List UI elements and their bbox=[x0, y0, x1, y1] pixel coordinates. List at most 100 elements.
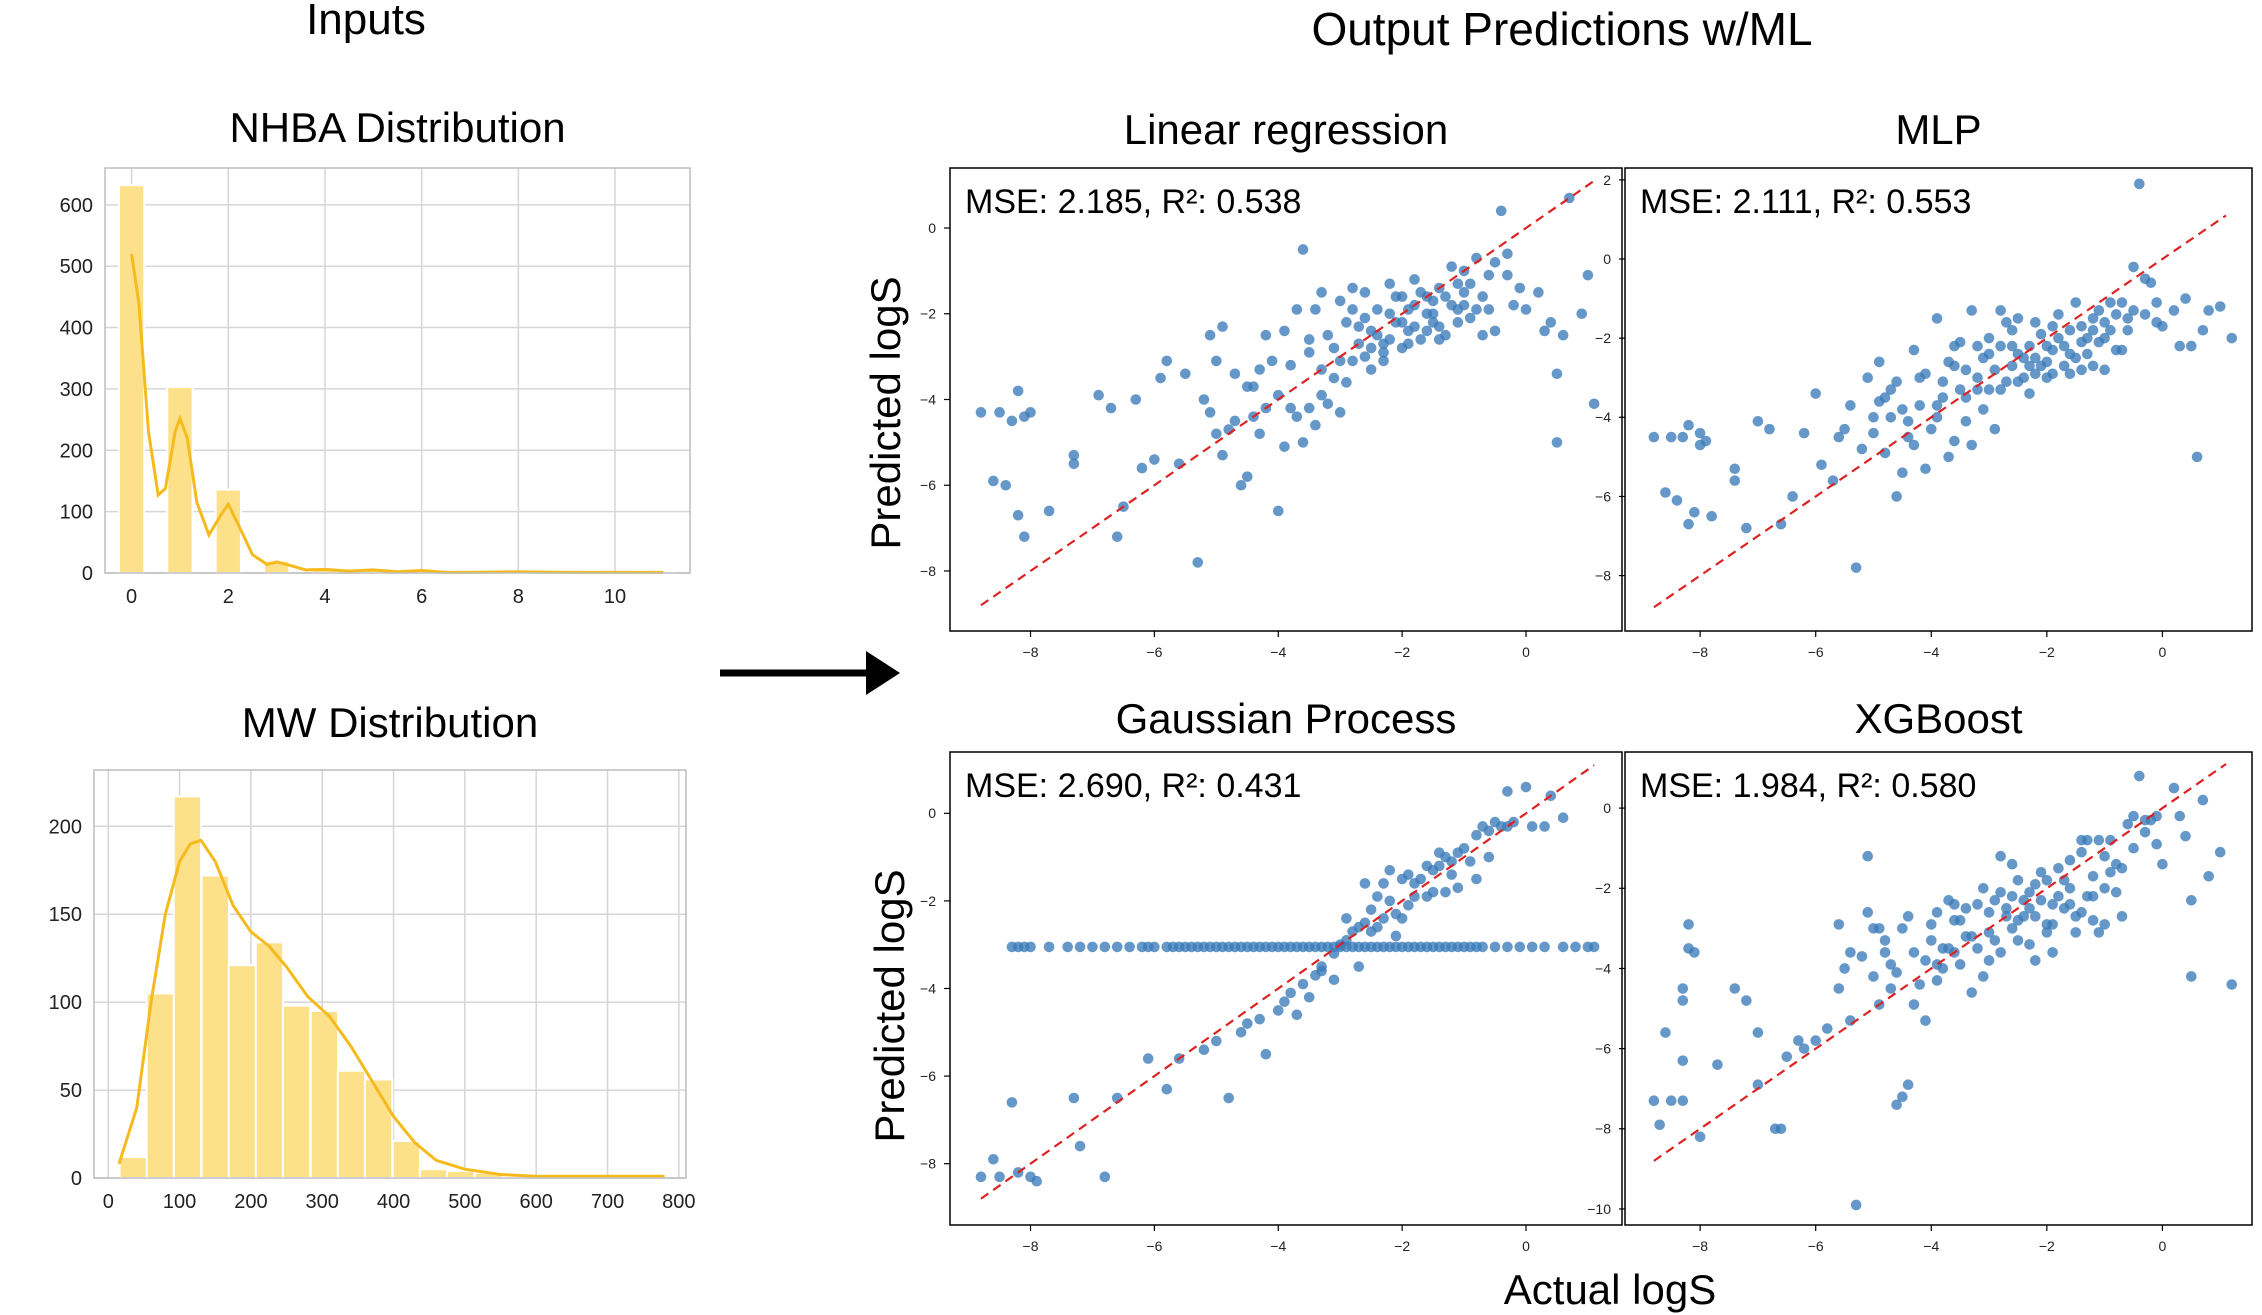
point bbox=[1149, 454, 1160, 465]
point bbox=[1341, 377, 1352, 388]
tick-label-y: −8 bbox=[920, 563, 936, 579]
point bbox=[1365, 325, 1377, 337]
point bbox=[1161, 355, 1173, 367]
tick-label-y: 0 bbox=[928, 805, 936, 821]
point bbox=[1006, 1097, 1018, 1108]
point bbox=[1068, 1092, 1080, 1104]
point bbox=[1365, 342, 1377, 354]
x-tick-labels: 0 2 4 6 8 10 bbox=[126, 586, 626, 608]
tick-label-x: −8 bbox=[1023, 644, 1039, 660]
point bbox=[1995, 947, 2006, 958]
point bbox=[1729, 463, 1741, 475]
tick-label-y: 500 bbox=[60, 256, 93, 278]
tick-label-x: 500 bbox=[448, 1191, 481, 1213]
tick-label-x: 2 bbox=[223, 586, 234, 608]
point bbox=[994, 1171, 1005, 1183]
point bbox=[1508, 299, 1519, 311]
point bbox=[2024, 388, 2035, 399]
point bbox=[1752, 1079, 1764, 1091]
tick-label-x: −4 bbox=[1923, 1238, 1939, 1254]
point bbox=[1415, 334, 1427, 345]
point bbox=[1741, 995, 1752, 1006]
point bbox=[1471, 873, 1482, 885]
point bbox=[1694, 1131, 1706, 1143]
point bbox=[1068, 458, 1080, 470]
point bbox=[1378, 347, 1389, 358]
point bbox=[1551, 437, 1563, 448]
point bbox=[1403, 325, 1414, 337]
point bbox=[2128, 810, 2139, 822]
point-flat bbox=[1514, 941, 1526, 953]
point bbox=[2053, 862, 2064, 874]
point-flat bbox=[1557, 941, 1569, 953]
point bbox=[2110, 309, 2122, 320]
chart-title: NHBA Distribution bbox=[229, 104, 565, 151]
point bbox=[1741, 522, 1752, 534]
tick-label-y: 0 bbox=[1603, 251, 1611, 267]
point bbox=[1660, 487, 1671, 498]
point bbox=[1446, 261, 1457, 272]
point bbox=[1868, 971, 1879, 982]
point bbox=[2087, 313, 2099, 324]
point bbox=[975, 1171, 987, 1183]
point bbox=[2053, 891, 2064, 902]
bars bbox=[118, 795, 667, 1180]
tick-label-x: 6 bbox=[416, 586, 427, 608]
point bbox=[1966, 439, 1978, 451]
point bbox=[1254, 1013, 1265, 1025]
point bbox=[1833, 431, 1845, 443]
point bbox=[2006, 891, 2018, 902]
tick-label-x: −2 bbox=[1394, 644, 1410, 660]
point bbox=[1031, 1175, 1043, 1187]
chart-title: Linear regression bbox=[1124, 106, 1449, 153]
point bbox=[2035, 328, 2047, 340]
point bbox=[1142, 1053, 1154, 1064]
tick-label-x: 0 bbox=[2159, 1238, 2167, 1254]
points bbox=[1648, 770, 2238, 1211]
point bbox=[1885, 412, 1897, 423]
point bbox=[1396, 291, 1408, 302]
tick-label-y: −8 bbox=[920, 1156, 936, 1172]
point bbox=[2076, 364, 2087, 376]
point bbox=[1341, 317, 1352, 328]
point bbox=[1440, 291, 1451, 302]
y-tick-labels: 0 100 200 300 400 500 600 bbox=[60, 195, 93, 585]
tick-label-x: −6 bbox=[1808, 644, 1824, 660]
point bbox=[1810, 1035, 1822, 1046]
point bbox=[2226, 332, 2238, 344]
point bbox=[1452, 847, 1464, 859]
point bbox=[2053, 332, 2064, 344]
tick-label-y: 0 bbox=[928, 220, 936, 236]
point bbox=[1353, 321, 1365, 332]
tick-label-x: 10 bbox=[604, 586, 626, 608]
point bbox=[1868, 412, 1879, 423]
bar bbox=[227, 964, 258, 1180]
tick-label-x: −8 bbox=[1023, 1238, 1039, 1254]
tick-label-y: 50 bbox=[60, 1080, 82, 1102]
point bbox=[1483, 304, 1495, 315]
point bbox=[1378, 878, 1389, 889]
point bbox=[1464, 312, 1476, 324]
point bbox=[1879, 447, 1891, 459]
point bbox=[2076, 336, 2087, 348]
tick-label-y: −6 bbox=[920, 1068, 936, 1084]
point bbox=[2076, 907, 2087, 918]
point bbox=[1931, 400, 1943, 411]
point bbox=[2151, 838, 2162, 850]
point-flat bbox=[1502, 941, 1513, 953]
point bbox=[1931, 412, 1943, 423]
point bbox=[1074, 1140, 1086, 1152]
point bbox=[1576, 308, 1588, 320]
grid bbox=[105, 168, 690, 574]
tick-label-y: 0 bbox=[1603, 800, 1611, 816]
point bbox=[1483, 269, 1495, 281]
point bbox=[2029, 368, 2041, 380]
tick-label-y: −2 bbox=[920, 306, 936, 322]
point bbox=[1328, 342, 1340, 354]
point bbox=[2087, 891, 2099, 902]
point bbox=[1217, 321, 1228, 332]
point bbox=[2214, 301, 2226, 312]
point bbox=[1891, 491, 1902, 502]
point bbox=[1827, 475, 1839, 486]
